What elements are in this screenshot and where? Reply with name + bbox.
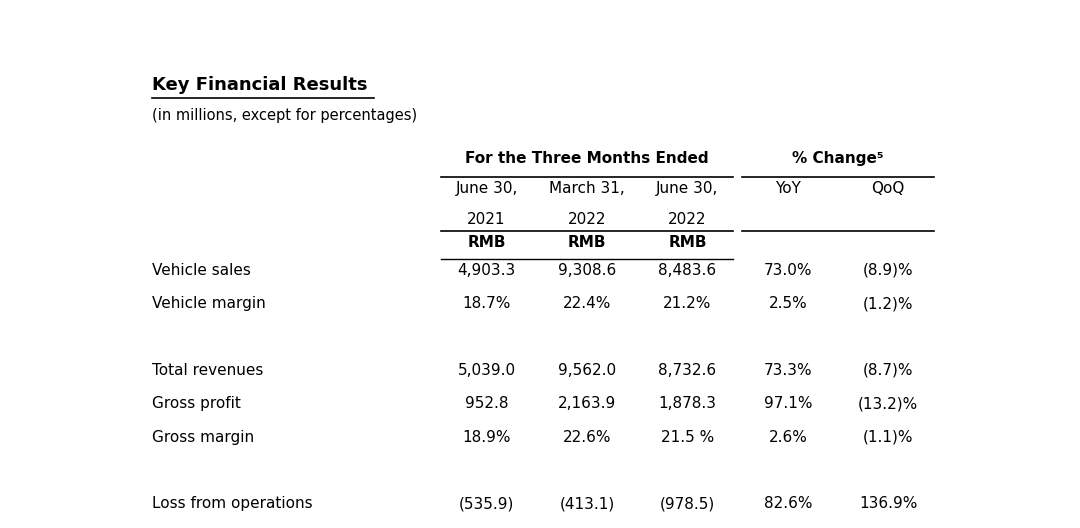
- Text: 21.2%: 21.2%: [663, 296, 712, 312]
- Text: 18.9%: 18.9%: [462, 430, 511, 445]
- Text: June 30,: June 30,: [456, 181, 517, 196]
- Text: 2,163.9: 2,163.9: [558, 397, 616, 411]
- Text: 73.3%: 73.3%: [764, 363, 812, 378]
- Text: 9,308.6: 9,308.6: [558, 263, 616, 278]
- Text: (13.2)%: (13.2)%: [859, 397, 918, 411]
- Text: % Change⁵: % Change⁵: [793, 151, 883, 166]
- Text: QoQ: QoQ: [872, 181, 905, 196]
- Text: 9,562.0: 9,562.0: [558, 363, 616, 378]
- Text: RMB: RMB: [669, 235, 706, 250]
- Text: 2021: 2021: [468, 212, 505, 227]
- Text: Gross margin: Gross margin: [151, 430, 254, 445]
- Text: 8,483.6: 8,483.6: [659, 263, 716, 278]
- Text: June 30,: June 30,: [657, 181, 718, 196]
- Text: 2022: 2022: [568, 212, 606, 227]
- Text: 5,039.0: 5,039.0: [458, 363, 515, 378]
- Text: (in millions, except for percentages): (in millions, except for percentages): [151, 108, 417, 123]
- Text: Loss from operations: Loss from operations: [151, 496, 312, 511]
- Text: 8,732.6: 8,732.6: [659, 363, 716, 378]
- Text: 82.6%: 82.6%: [764, 496, 812, 511]
- Text: 952.8: 952.8: [464, 397, 509, 411]
- Text: 136.9%: 136.9%: [859, 496, 918, 511]
- Text: 97.1%: 97.1%: [764, 397, 812, 411]
- Text: 4,903.3: 4,903.3: [458, 263, 515, 278]
- Text: 2022: 2022: [669, 212, 706, 227]
- Text: March 31,: March 31,: [549, 181, 625, 196]
- Text: RMB: RMB: [468, 235, 505, 250]
- Text: 73.0%: 73.0%: [764, 263, 812, 278]
- Text: Total revenues: Total revenues: [151, 363, 264, 378]
- Text: Gross profit: Gross profit: [151, 397, 241, 411]
- Text: Key Financial Results: Key Financial Results: [151, 76, 367, 93]
- Text: Vehicle sales: Vehicle sales: [151, 263, 251, 278]
- Text: (1.1)%: (1.1)%: [863, 430, 914, 445]
- Text: For the Three Months Ended: For the Three Months Ended: [465, 151, 708, 166]
- Text: (978.5): (978.5): [660, 496, 715, 511]
- Text: 21.5 %: 21.5 %: [661, 430, 714, 445]
- Text: (8.7)%: (8.7)%: [863, 363, 914, 378]
- Text: 22.6%: 22.6%: [563, 430, 611, 445]
- Text: (1.2)%: (1.2)%: [863, 296, 914, 312]
- Text: RMB: RMB: [568, 235, 606, 250]
- Text: (8.9)%: (8.9)%: [863, 263, 914, 278]
- Text: (535.9): (535.9): [459, 496, 514, 511]
- Text: 18.7%: 18.7%: [462, 296, 511, 312]
- Text: (413.1): (413.1): [559, 496, 615, 511]
- Text: 2.6%: 2.6%: [769, 430, 807, 445]
- Text: YoY: YoY: [775, 181, 800, 196]
- Text: Vehicle margin: Vehicle margin: [151, 296, 266, 312]
- Text: 1,878.3: 1,878.3: [659, 397, 716, 411]
- Text: 2.5%: 2.5%: [769, 296, 807, 312]
- Text: 22.4%: 22.4%: [563, 296, 611, 312]
